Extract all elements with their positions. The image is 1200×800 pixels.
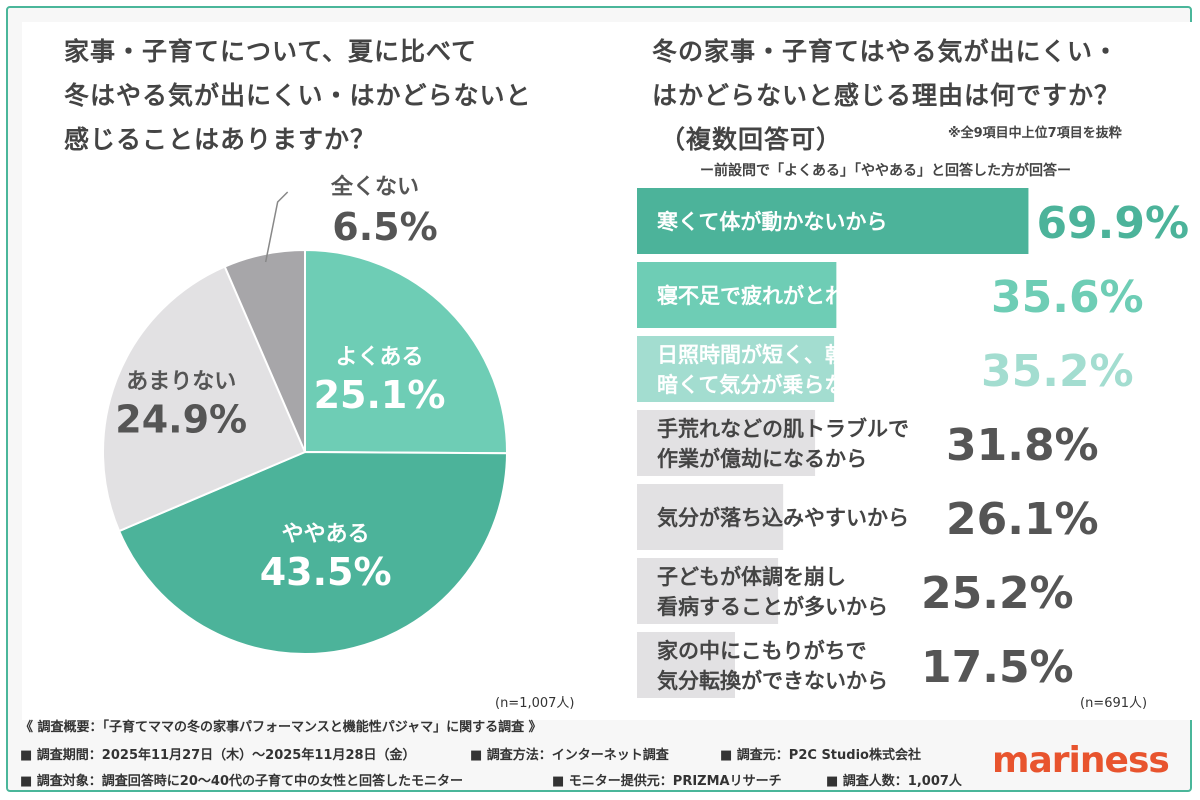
bar-category-label: 暗くて気分が乗らないから (657, 373, 908, 397)
bar-category-label: 子どもが体調を崩し (657, 565, 846, 589)
left-question-line: 家事・子育てについて、夏に比べて (64, 37, 478, 66)
left-question-line: 感じることはありますか？ (64, 125, 377, 154)
bar (637, 484, 784, 550)
pie-slice (223, 248, 306, 453)
bar (637, 336, 835, 402)
pie-slice (304, 248, 508, 455)
bar-value-label: 25.2% (921, 568, 1074, 619)
bar-chart-subtitle: ー前設問で「よくある」「ややある」と回答した方が回答ー (700, 163, 1071, 179)
pie-sample-size: (n=1,007人) (495, 696, 575, 711)
pie-slice-value: 24.9% (115, 398, 247, 442)
bar (637, 262, 837, 328)
bar (637, 188, 1029, 254)
pie-slice-value: 25.1% (314, 373, 446, 417)
pie-slice-value: 6.5% (332, 205, 437, 249)
pie-slice-label: あまりない (126, 370, 236, 395)
pie-slice-label: ややある (282, 522, 370, 547)
bar-category-label: 気分転換ができないから (657, 669, 888, 693)
bar (637, 632, 735, 698)
bar-value-label: 17.5% (921, 642, 1074, 693)
pie-slice-value: 43.5% (260, 550, 392, 594)
left-question-title: 家事・子育てについて、夏に比べて 冬はやる気が出にくい・はかどらないと 感じるこ… (64, 30, 564, 162)
footer-survey-count: ■ 調査人数：1,007人 (826, 774, 962, 789)
bar-category-label: 看病することが多いから (657, 595, 888, 619)
right-question-line: 冬の家事・子育てはやる気が出にくい・ (652, 37, 1120, 66)
bar-category-label: 作業が億劫になるから (657, 447, 867, 471)
bar-category-label: 日照時間が短く、朝や夕方が (657, 343, 930, 367)
footer-survey-source: ■ 調査元：P2C Studio株式会社 (720, 748, 921, 763)
bar-category-label: 気分が落ち込みやすいから (657, 506, 909, 530)
footer-monitor-provider: ■ モニター提供元：PRIZMAリサーチ (552, 774, 782, 789)
pie-slice (102, 265, 307, 533)
right-question-title: 冬の家事・子育てはやる気が出にくい・ はかどらないと感じる理由は何ですか？ （複… (652, 30, 1172, 162)
selection-note: ※全9項目中上位7項目を抜粋 (948, 126, 1122, 141)
footer-survey-target: ■ 調査対象：調査回答時に20〜40代の子育て中の女性と回答したモニター (20, 774, 463, 789)
pie-slice-label: 全くない (330, 174, 419, 200)
bar-value-label: 35.6% (991, 272, 1144, 323)
bar-category-label: 寒くて体が動かないから (657, 210, 887, 234)
bar-value-label: 26.1% (946, 494, 1099, 545)
bar-value-label: 35.2% (981, 346, 1134, 397)
bar-sample-size: (n=691人) (1080, 696, 1148, 711)
bar-category-label: 寝不足で疲れがとれないから (657, 284, 930, 308)
bar (637, 410, 816, 476)
pie-slice-label: よくある (335, 345, 423, 370)
right-question-line: はかどらないと感じる理由は何ですか？ (652, 81, 1121, 110)
bar-category-label: 手荒れなどの肌トラブルで (657, 417, 909, 441)
bar (637, 558, 779, 624)
bar-value-label: 69.9% (1036, 198, 1189, 249)
right-question-line: （複数回答可） (660, 125, 843, 154)
bar-value-label: 31.8% (946, 420, 1099, 471)
bar-category-label: 家の中にこもりがちで (657, 639, 867, 663)
left-question-line: 冬はやる気が出にくい・はかどらないと (64, 81, 532, 110)
pie-leader-line (264, 191, 289, 263)
footer-survey-period: ■ 調査期間：2025年11月27日（木）〜2025年11月28日（金） (20, 748, 416, 763)
footer-survey-method: ■ 調査方法：インターネット調査 (470, 748, 669, 763)
mariness-logo: mariness (992, 740, 1170, 781)
survey-overview-title: 《 調査概要：「子育てママの冬の家事パフォーマンスと機能性パジャマ」に関する調査… (20, 720, 542, 735)
pie-slice (117, 450, 509, 655)
